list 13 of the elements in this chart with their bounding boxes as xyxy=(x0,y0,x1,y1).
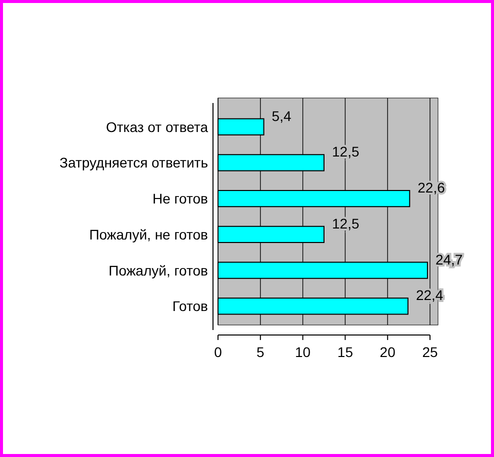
x-tick-label: 25 xyxy=(422,344,438,360)
x-tick-label: 20 xyxy=(380,344,396,360)
y-tick-label: Готов xyxy=(172,298,208,314)
y-tick-label: Пожалуй, не готов xyxy=(89,226,208,242)
x-tick-label: 10 xyxy=(295,344,311,360)
y-tick-label: Пожалуй, готов xyxy=(108,262,208,278)
x-tick-label: 0 xyxy=(214,344,222,360)
x-tick-label: 5 xyxy=(256,344,264,360)
y-tick-label: Не готов xyxy=(152,190,208,207)
data-label: 5,4 xyxy=(272,108,292,124)
y-tick-label: Затрудняется ответить xyxy=(60,154,208,171)
x-tick-label: 15 xyxy=(337,344,354,360)
y-tick-label: Отказ от ответа xyxy=(106,118,208,135)
